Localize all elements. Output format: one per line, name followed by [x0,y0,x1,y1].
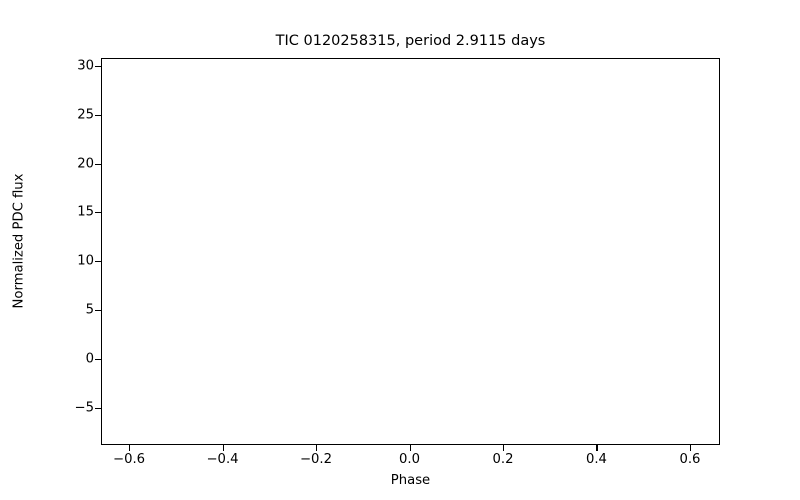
x-axis-tick-labels: −0.6 −0.4 −0.2 0.0 0.2 0.4 0.6 [101,452,720,472]
x-tick-mark [596,445,598,451]
x-tick-label: −0.6 [113,452,146,467]
scatter-plot-canvas [102,59,719,444]
x-tick-label: 0.0 [399,452,420,467]
y-tick-mark [95,65,101,67]
y-tick-label: 0 [85,351,94,367]
y-tick-mark [95,261,101,263]
y-tick-label: 20 [77,156,94,172]
y-tick-label: 5 [85,302,94,318]
x-tick-mark [129,445,131,451]
y-tick-mark [95,358,101,361]
y-axis-tick-labels: −5 0 5 10 15 20 25 30 [55,58,94,445]
x-tick-label: 0.4 [585,452,607,467]
x-tick-label: 0.2 [492,452,514,467]
page-title: TIC 0120258315, period 2.9115 days [275,33,546,49]
y-tick-mark [95,163,101,165]
x-tick-mark [689,445,692,451]
y-axis-label: Normalized PDC flux [11,173,27,309]
y-tick-mark [95,407,101,409]
x-tick-label: 0.6 [679,452,701,467]
y-tick-label: 25 [77,107,94,123]
y-tick-label: 30 [77,58,94,74]
x-tick-label: −0.2 [299,452,333,467]
y-tick-label: 15 [77,204,94,220]
x-axis-label: Phase [390,473,431,488]
y-tick-label: 10 [77,253,94,269]
x-tick-mark [222,445,224,451]
y-tick-label: −5 [74,400,94,416]
x-tick-mark [316,445,318,451]
x-tick-label: −0.4 [206,452,239,467]
y-tick-mark [95,310,101,312]
x-tick-mark [409,445,411,451]
x-tick-mark [502,445,505,451]
plot-axes [101,58,720,445]
y-tick-mark [95,212,101,214]
y-tick-mark [95,114,101,116]
